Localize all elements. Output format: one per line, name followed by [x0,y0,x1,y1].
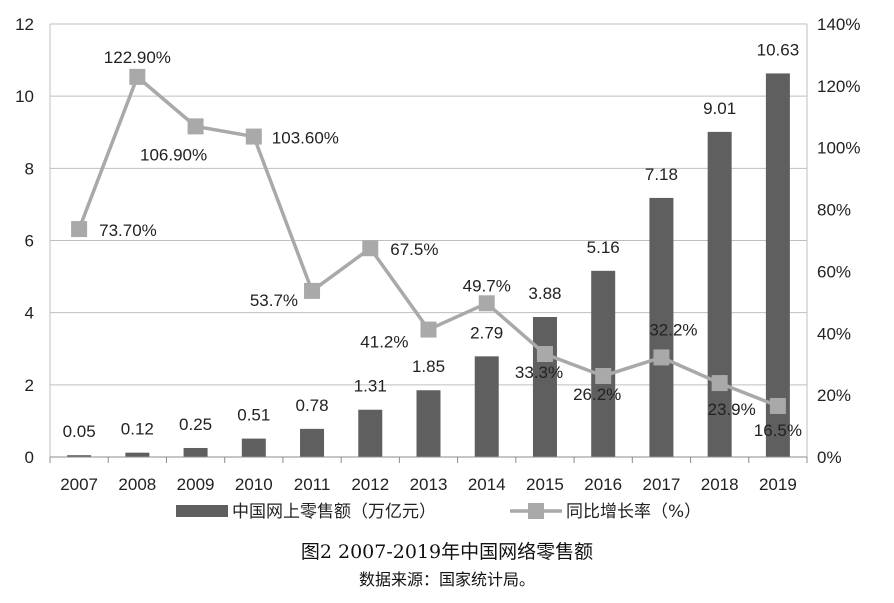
y-right-tick-label: 20% [817,386,851,405]
bar [649,197,674,457]
bar-series [67,73,790,457]
bar [591,270,616,457]
line-marker [595,367,612,384]
y-right-tick-label: 40% [817,324,851,343]
legend-line-label: 同比增长率（%） [566,502,701,522]
y-left-tick-label: 2 [25,376,34,395]
bar-value-label: 7.18 [645,165,678,184]
bar-value-label: 1.31 [354,377,387,396]
line-marker [769,397,786,414]
line-marker [536,346,553,363]
line-marker [187,118,204,135]
bar-value-label: 0.78 [295,396,328,415]
y-left-tick-label: 4 [25,304,34,323]
bar-value-label: 0.25 [179,415,212,434]
bar-value-label: 1.85 [412,357,445,376]
x-tick-label: 2015 [526,475,564,494]
legend-line-marker [528,503,544,519]
line-value-label: 26.2% [573,385,621,404]
y-right-tick-label: 60% [817,262,851,281]
line-marker [245,128,262,145]
line-value-label: 41.2% [360,333,408,352]
x-tick-label: 2012 [351,475,389,494]
x-tick-label: 2010 [235,475,273,494]
bar-value-label: 5.16 [587,238,620,257]
line-value-label: 32.2% [649,320,697,339]
x-tick-label: 2008 [118,475,156,494]
y-right-tick-label: 140% [817,15,860,34]
legend: 中国网上零售额（万亿元） 同比增长率（%） [176,502,701,522]
y-left-tick-label: 0 [25,448,34,467]
line-value-label: 67.5% [390,240,438,259]
chart-source: 数据来源：国家统计局。 [358,570,535,589]
bar [358,409,383,457]
line-value-label: 33.3% [515,363,563,382]
bar-value-label: 0.51 [237,406,270,425]
line-marker [711,375,728,392]
x-tick-label: 2007 [60,475,98,494]
bar [300,428,325,457]
y-left-tick-label: 6 [25,232,34,251]
bar [183,447,208,457]
y-right-tick-label: 120% [817,77,860,96]
x-tick-label: 2019 [759,475,797,494]
line-marker [71,221,88,238]
line-value-label: 23.9% [708,400,756,419]
bar-value-label: 9.01 [703,99,736,118]
bar-value-label: 0.05 [63,422,96,441]
x-tick-label: 2014 [468,475,506,494]
x-tick-label: 2009 [177,475,215,494]
y-right-tick-label: 0% [817,448,842,467]
y-left-tick-label: 10 [15,87,34,106]
line-marker [653,349,670,366]
bar-value-label: 10.63 [757,40,800,59]
y-right-tick-label: 100% [817,139,860,158]
data-labels: 0.05 0.12 0.25 0.51 0.78 1.31 1.85 2.79 3.88 5.16… [63,40,802,441]
line-value-label: 103.60% [272,129,339,148]
x-tick-label: 2017 [643,475,681,494]
line-series [71,68,786,414]
line-marker [304,282,321,299]
line-marker [478,295,495,312]
bar [707,131,732,457]
y-left-tick-label: 12 [15,15,34,34]
line-value-label: 73.70% [99,221,157,240]
bar [532,316,557,457]
bar [416,390,441,457]
line-value-label: 16.5% [754,421,802,440]
bar [67,455,92,457]
x-tick-label: 2016 [584,475,622,494]
bar [125,452,150,457]
bar [765,73,790,457]
bar-value-label: 2.79 [470,323,503,342]
chart-title: 图2 2007-2019年中国网络零售额 [300,541,594,563]
y-left-tick-label: 8 [25,159,34,178]
bar [241,438,266,457]
legend-bar-label: 中国网上零售额（万亿元） [232,502,436,522]
bar-value-label: 0.12 [121,420,154,439]
line-value-label: 122.90% [104,48,171,67]
y-right-tick-label: 80% [817,201,851,220]
x-tick-label: 2018 [701,475,739,494]
bar-value-label: 3.88 [528,284,561,303]
line-value-label: 106.90% [140,145,207,164]
line-value-label: 49.7% [463,276,511,295]
line-marker [129,68,146,85]
gridlines [50,23,807,458]
x-tick-label: 2011 [294,475,331,494]
line-value-label: 53.7% [250,291,298,310]
legend-bar-swatch [176,505,228,517]
line-marker [420,321,437,338]
bar [474,356,499,457]
line-marker [362,240,379,257]
x-tick-label: 2013 [410,475,448,494]
